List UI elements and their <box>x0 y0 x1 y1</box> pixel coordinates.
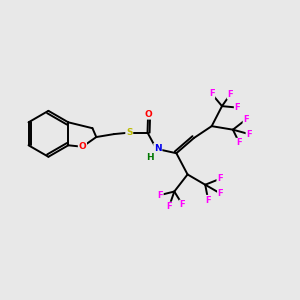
Text: F: F <box>227 90 233 99</box>
Text: F: F <box>218 189 223 198</box>
Text: N: N <box>154 144 162 153</box>
Text: F: F <box>217 174 223 183</box>
Text: F: F <box>166 202 172 211</box>
Text: F: F <box>235 103 240 112</box>
Text: O: O <box>144 110 152 119</box>
Text: F: F <box>246 130 252 139</box>
Text: F: F <box>206 196 211 205</box>
Text: F: F <box>180 200 185 209</box>
Text: F: F <box>209 89 214 98</box>
Text: O: O <box>79 142 86 151</box>
Text: F: F <box>158 190 163 200</box>
Text: H: H <box>146 153 154 162</box>
Text: F: F <box>243 115 249 124</box>
Text: S: S <box>126 128 133 137</box>
Text: F: F <box>237 138 242 147</box>
